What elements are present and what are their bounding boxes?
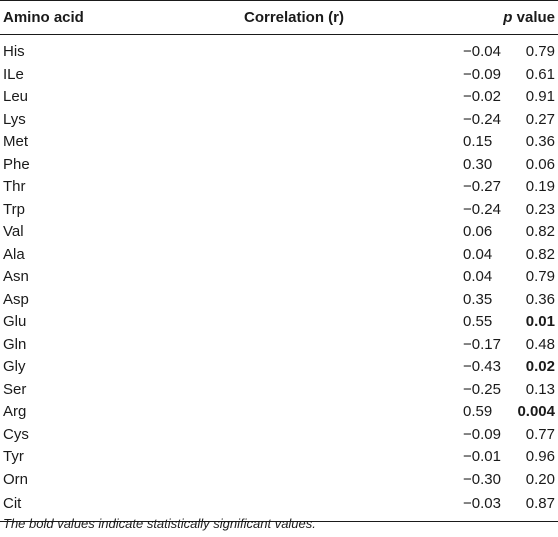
table-row: Asp 0.35 0.36 xyxy=(0,288,558,311)
cell-correlation: 0.04 xyxy=(463,245,493,263)
table-row: Leu −0.02 0.91 xyxy=(0,86,558,109)
cell-p-value: 0.79 xyxy=(525,268,555,286)
header-p-suffix: value xyxy=(512,9,555,26)
cell-p-value: 0.06 xyxy=(525,155,555,173)
cell-p-value-significant: 0.01 xyxy=(525,313,555,331)
cell-amino-acid: Orn xyxy=(3,470,29,488)
table-row: Arg 0.59 0.004 xyxy=(0,401,558,424)
cell-p-value: 0.87 xyxy=(372,490,558,522)
cell-p-value-significant: 0.004 xyxy=(517,403,555,421)
correlation-table: Amino acid Correlation (r) p value His −0… xyxy=(0,0,558,522)
table-row: Tyr −0.01 0.96 xyxy=(0,446,558,469)
cell-p-value: 0.79 xyxy=(525,42,555,60)
cell-correlation: 0.15 xyxy=(463,133,493,151)
table-body: His −0.04 0.79 ILe −0.09 0.61 Leu −0.02 0.91 Lys −… xyxy=(0,35,558,522)
cell-amino-acid: Asn xyxy=(3,268,29,286)
cell-amino-acid: Tyr xyxy=(3,448,24,466)
cell-correlation: −0.01 xyxy=(463,448,501,466)
cell-amino-acid: Phe xyxy=(3,155,30,173)
cell-amino-acid: Met xyxy=(3,133,29,151)
header-correlation: Correlation (r) xyxy=(186,0,372,35)
cell-p-value: 0.36 xyxy=(525,133,555,151)
cell-correlation: 0.59 xyxy=(463,403,493,421)
cell-correlation: 0.04 xyxy=(463,268,493,286)
table-row: Glu 0.55 0.01 xyxy=(0,311,558,334)
table-row: Ser −0.25 0.13 xyxy=(0,378,558,401)
cell-amino-acid: Leu xyxy=(3,88,29,106)
cell-p-value: 0.48 xyxy=(525,335,555,353)
cell-correlation: −0.09 xyxy=(463,425,501,443)
cell-amino-acid: Val xyxy=(3,223,24,241)
header-row: Amino acid Correlation (r) p value xyxy=(0,0,558,35)
cell-p-value: 0.96 xyxy=(525,448,555,466)
cell-p-value: 0.27 xyxy=(525,110,555,128)
cell-correlation: −0.09 xyxy=(463,65,501,83)
cell-p-value: 0.23 xyxy=(525,200,555,218)
table-row: Asn 0.04 0.79 xyxy=(0,266,558,289)
cell-p-value: 0.82 xyxy=(525,223,555,241)
cell-amino-acid: Asp xyxy=(3,290,29,308)
table-row: Gln −0.17 0.48 xyxy=(0,333,558,356)
cell-amino-acid: Thr xyxy=(3,178,26,196)
cell-amino-acid: Cys xyxy=(3,425,29,443)
cell-correlation: 0.35 xyxy=(463,290,493,308)
cell-p-value: 0.61 xyxy=(525,65,555,83)
cell-correlation: −0.04 xyxy=(463,42,501,60)
table-row: His −0.04 0.79 xyxy=(0,35,558,64)
cell-amino-acid: ILe xyxy=(3,65,24,83)
cell-p-value: 0.91 xyxy=(525,88,555,106)
cell-correlation: 0.30 xyxy=(463,155,493,173)
cell-amino-acid: Trp xyxy=(3,200,25,218)
table-row: Trp −0.24 0.23 xyxy=(0,198,558,221)
cell-p-value: 0.36 xyxy=(525,290,555,308)
cell-correlation: −0.03 xyxy=(186,490,501,522)
cell-correlation: −0.30 xyxy=(463,470,501,488)
cell-correlation: −0.25 xyxy=(463,380,501,398)
cell-correlation: 0.06 xyxy=(463,223,493,241)
table-header: Amino acid Correlation (r) p value xyxy=(0,0,558,35)
cell-p-value: 0.13 xyxy=(525,380,555,398)
cell-p-value: 0.20 xyxy=(525,470,555,488)
cell-amino-acid: Gly xyxy=(3,358,26,376)
header-p-value: p value xyxy=(372,0,558,35)
cell-amino-acid: His xyxy=(3,42,25,60)
cell-correlation: −0.02 xyxy=(463,88,501,106)
cell-correlation: −0.27 xyxy=(463,178,501,196)
cell-correlation: 0.55 xyxy=(463,313,493,331)
cell-correlation: −0.17 xyxy=(463,335,501,353)
cell-amino-acid: Glu xyxy=(3,313,27,331)
table-row: ILe −0.09 0.61 xyxy=(0,63,558,86)
cell-correlation: −0.43 xyxy=(463,358,501,376)
cell-p-value-significant: 0.02 xyxy=(525,358,555,376)
cell-p-value: 0.82 xyxy=(525,245,555,263)
table-row: Phe 0.30 0.06 xyxy=(0,153,558,176)
cell-correlation: −0.24 xyxy=(463,200,501,218)
table-row: Thr −0.27 0.19 xyxy=(0,176,558,199)
cell-amino-acid: Ala xyxy=(3,245,25,263)
table-row: Val 0.06 0.82 xyxy=(0,221,558,244)
header-p-italic: p xyxy=(503,9,513,26)
header-amino-acid: Amino acid xyxy=(0,0,186,35)
cell-amino-acid: Lys xyxy=(3,110,26,128)
cell-amino-acid: Cit xyxy=(0,490,186,522)
table-row: Cit −0.03 0.87 xyxy=(0,490,558,522)
cell-p-value: 0.19 xyxy=(525,178,555,196)
table-row: Orn −0.30 0.20 xyxy=(0,468,558,491)
correlation-table-wrapper: Amino acid Correlation (r) p value His −0… xyxy=(0,0,558,522)
table-row: Gly −0.43 0.02 xyxy=(0,356,558,379)
cell-amino-acid: Arg xyxy=(3,403,27,421)
cell-correlation: −0.24 xyxy=(463,110,501,128)
table-row: Ala 0.04 0.82 xyxy=(0,243,558,266)
table-footnote: The bold values indicate statistically s… xyxy=(3,516,316,531)
table-row: Cys −0.09 0.77 xyxy=(0,423,558,446)
cell-amino-acid: Ser xyxy=(3,380,27,398)
cell-p-value: 0.77 xyxy=(525,425,555,443)
table-row: Lys −0.24 0.27 xyxy=(0,108,558,131)
cell-amino-acid: Gln xyxy=(3,335,27,353)
table-row: Met 0.15 0.36 xyxy=(0,131,558,154)
